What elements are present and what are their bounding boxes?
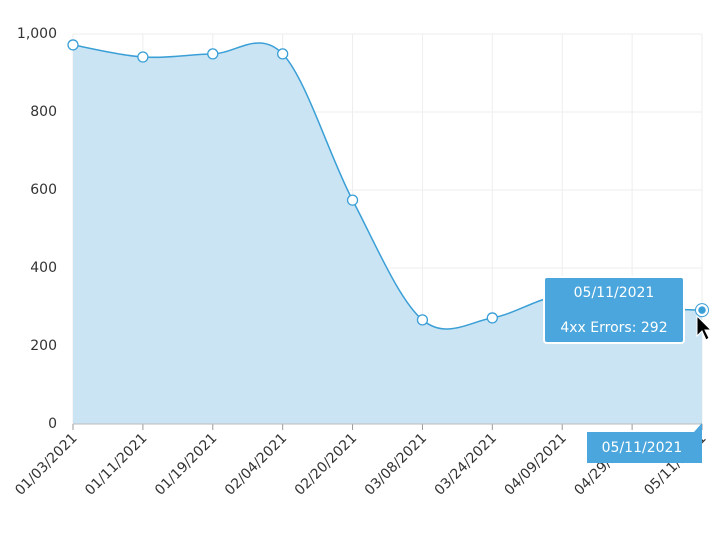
point xyxy=(277,48,289,60)
axis-label: 05/11/2021 xyxy=(602,440,683,456)
axis-label-box xyxy=(587,423,702,463)
point xyxy=(137,51,149,63)
point xyxy=(695,303,709,317)
x-tick-label: 04/09/2021 xyxy=(501,430,569,498)
x-tick-label: 02/20/2021 xyxy=(292,430,360,498)
x-tick-label: 01/19/2021 xyxy=(152,430,220,498)
y-tick-label: 400 xyxy=(30,260,57,276)
y-tick-label: 200 xyxy=(30,338,57,354)
tooltip-series: 4xx Errors xyxy=(560,320,631,336)
x-tick-label: 01/11/2021 xyxy=(82,430,150,498)
point xyxy=(67,39,79,51)
y-tick-label: 600 xyxy=(30,182,57,198)
point xyxy=(416,314,429,326)
x-tick-label: 03/08/2021 xyxy=(362,430,430,498)
tooltip-box xyxy=(543,276,685,344)
point xyxy=(486,312,498,324)
y-tick-label: 800 xyxy=(30,104,57,120)
x-tick-label: 03/24/2021 xyxy=(432,430,500,498)
y-tick-label: 1,000 xyxy=(17,26,57,42)
point xyxy=(346,194,359,206)
tooltip-layer: 05/11/2021 4xx Errors: 292 05/11/2021 xyxy=(543,276,702,463)
point-ring xyxy=(695,303,709,318)
cursor xyxy=(696,314,713,341)
x-tick-label: 02/04/2021 xyxy=(222,430,290,498)
tooltip-date: 05/11/2021 xyxy=(574,285,655,301)
tooltip-number: 292 xyxy=(641,320,668,336)
area xyxy=(73,42,702,424)
point xyxy=(207,48,219,60)
y-tick-label: 0 xyxy=(48,416,57,432)
x-tick-label: 01/03/2021 xyxy=(12,430,80,498)
plot xyxy=(67,39,709,424)
tooltip-value: 4xx Errors: 292 xyxy=(560,320,667,336)
